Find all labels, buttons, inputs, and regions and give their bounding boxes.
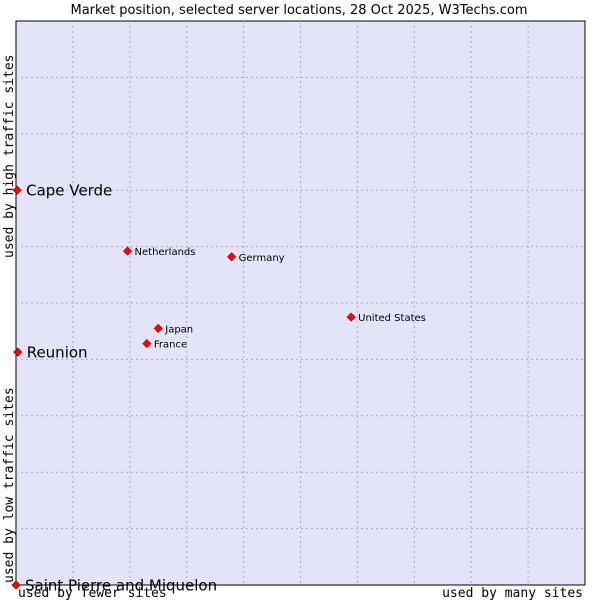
point-saint-pierre-and-miquelon[interactable] [11,580,21,590]
x-axis-label-left: used by fewer sites [18,586,167,600]
point-label-netherlands: Netherlands [135,247,196,258]
y-axis-label-low: used by low traffic sites [2,387,17,583]
point-cape-verde[interactable] [12,185,22,195]
point-label-reunion: Reunion [27,344,88,362]
data-points [11,185,356,590]
point-germany[interactable] [227,252,237,262]
x-axis-label-right: used by many sites [442,586,583,600]
point-label-cape-verde: Cape Verde [26,182,112,200]
point-label-saint-pierre-and-miquelon: Saint Pierre and Miquelon [25,577,217,595]
point-label-united-states: United States [358,313,426,324]
y-axis-label-high: used by high traffic sites [2,55,17,259]
point-united-states[interactable] [346,312,356,322]
point-labels: Cape Verde Reunion Saint Pierre and Miquel… [25,182,426,595]
point-label-france: France [154,340,187,351]
point-reunion[interactable] [13,347,23,357]
point-france[interactable] [142,339,152,349]
chart-title: Market position, selected server locatio… [70,3,527,18]
point-label-germany: Germany [239,253,285,264]
point-netherlands[interactable] [122,246,133,256]
point-japan[interactable] [153,323,163,333]
grid-lines [16,21,585,585]
point-label-japan: Japan [164,324,193,335]
